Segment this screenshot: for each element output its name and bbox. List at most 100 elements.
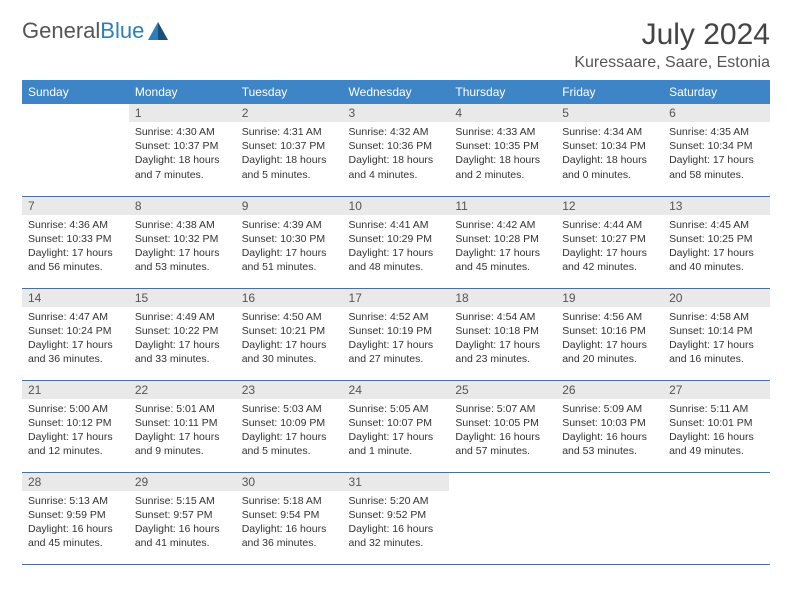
- sunrise-line: Sunrise: 5:13 AM: [28, 494, 123, 508]
- daylight-line: Daylight: 16 hours and 32 minutes.: [349, 522, 444, 550]
- sunrise-line: Sunrise: 4:49 AM: [135, 310, 230, 324]
- sunset-line: Sunset: 10:28 PM: [455, 232, 550, 246]
- day-body: Sunrise: 5:13 AMSunset: 9:59 PMDaylight:…: [22, 491, 129, 554]
- calendar-cell: 14Sunrise: 4:47 AMSunset: 10:24 PMDaylig…: [22, 288, 129, 380]
- daylight-line: Daylight: 17 hours and 40 minutes.: [669, 246, 764, 274]
- daylight-line: Daylight: 17 hours and 48 minutes.: [349, 246, 444, 274]
- sunrise-line: Sunrise: 4:30 AM: [135, 125, 230, 139]
- sunrise-line: Sunrise: 5:05 AM: [349, 402, 444, 416]
- day-number: 26: [556, 381, 663, 399]
- calendar-cell: 26Sunrise: 5:09 AMSunset: 10:03 PMDaylig…: [556, 380, 663, 472]
- calendar-cell: 28Sunrise: 5:13 AMSunset: 9:59 PMDayligh…: [22, 472, 129, 564]
- sunrise-line: Sunrise: 4:50 AM: [242, 310, 337, 324]
- sunrise-line: Sunrise: 4:58 AM: [669, 310, 764, 324]
- day-body: Sunrise: 4:41 AMSunset: 10:29 PMDaylight…: [343, 215, 450, 278]
- day-body: Sunrise: 4:34 AMSunset: 10:34 PMDaylight…: [556, 122, 663, 185]
- weekday-header: Sunday: [22, 80, 129, 104]
- calendar-head: SundayMondayTuesdayWednesdayThursdayFrid…: [22, 80, 770, 104]
- day-body: Sunrise: 4:32 AMSunset: 10:36 PMDaylight…: [343, 122, 450, 185]
- daylight-line: Daylight: 16 hours and 49 minutes.: [669, 430, 764, 458]
- day-number: 22: [129, 381, 236, 399]
- sunrise-line: Sunrise: 4:47 AM: [28, 310, 123, 324]
- daylight-line: Daylight: 17 hours and 16 minutes.: [669, 338, 764, 366]
- calendar-cell: 2Sunrise: 4:31 AMSunset: 10:37 PMDayligh…: [236, 104, 343, 196]
- daylight-line: Daylight: 17 hours and 53 minutes.: [135, 246, 230, 274]
- sunset-line: Sunset: 10:32 PM: [135, 232, 230, 246]
- daylight-line: Daylight: 17 hours and 56 minutes.: [28, 246, 123, 274]
- calendar-cell: 9Sunrise: 4:39 AMSunset: 10:30 PMDayligh…: [236, 196, 343, 288]
- day-number: 5: [556, 104, 663, 122]
- day-number: 23: [236, 381, 343, 399]
- sunset-line: Sunset: 10:12 PM: [28, 416, 123, 430]
- sunset-line: Sunset: 10:19 PM: [349, 324, 444, 338]
- day-number: 30: [236, 473, 343, 491]
- day-body: Sunrise: 4:36 AMSunset: 10:33 PMDaylight…: [22, 215, 129, 278]
- day-number: 15: [129, 289, 236, 307]
- weekday-header: Saturday: [663, 80, 770, 104]
- day-body: Sunrise: 5:18 AMSunset: 9:54 PMDaylight:…: [236, 491, 343, 554]
- logo: GeneralBlue: [22, 18, 168, 44]
- calendar-cell: 5Sunrise: 4:34 AMSunset: 10:34 PMDayligh…: [556, 104, 663, 196]
- daylight-line: Daylight: 18 hours and 4 minutes.: [349, 153, 444, 181]
- calendar-cell: 8Sunrise: 4:38 AMSunset: 10:32 PMDayligh…: [129, 196, 236, 288]
- calendar-row: 7Sunrise: 4:36 AMSunset: 10:33 PMDayligh…: [22, 196, 770, 288]
- sunset-line: Sunset: 10:07 PM: [349, 416, 444, 430]
- day-number: 18: [449, 289, 556, 307]
- daylight-line: Daylight: 17 hours and 45 minutes.: [455, 246, 550, 274]
- logo-part2: Blue: [100, 18, 144, 43]
- calendar-table: SundayMondayTuesdayWednesdayThursdayFrid…: [22, 80, 770, 565]
- triangle-icon: [148, 22, 168, 40]
- sunrise-line: Sunrise: 4:56 AM: [562, 310, 657, 324]
- logo-part1: General: [22, 18, 100, 43]
- calendar-cell: 13Sunrise: 4:45 AMSunset: 10:25 PMDaylig…: [663, 196, 770, 288]
- sunset-line: Sunset: 10:16 PM: [562, 324, 657, 338]
- sunset-line: Sunset: 10:35 PM: [455, 139, 550, 153]
- calendar-cell: [22, 104, 129, 196]
- calendar-cell: [449, 472, 556, 564]
- header: GeneralBlue July 2024 Kuressaare, Saare,…: [22, 18, 770, 72]
- daylight-line: Daylight: 17 hours and 5 minutes.: [242, 430, 337, 458]
- sunrise-line: Sunrise: 5:09 AM: [562, 402, 657, 416]
- sunrise-line: Sunrise: 4:45 AM: [669, 218, 764, 232]
- sunset-line: Sunset: 10:34 PM: [669, 139, 764, 153]
- weekday-header: Friday: [556, 80, 663, 104]
- weekday-header: Monday: [129, 80, 236, 104]
- day-number: 25: [449, 381, 556, 399]
- sunset-line: Sunset: 9:54 PM: [242, 508, 337, 522]
- calendar-cell: 3Sunrise: 4:32 AMSunset: 10:36 PMDayligh…: [343, 104, 450, 196]
- calendar-cell: [556, 472, 663, 564]
- daylight-line: Daylight: 18 hours and 0 minutes.: [562, 153, 657, 181]
- calendar-cell: 29Sunrise: 5:15 AMSunset: 9:57 PMDayligh…: [129, 472, 236, 564]
- title-block: July 2024 Kuressaare, Saare, Estonia: [574, 18, 770, 72]
- day-number: 17: [343, 289, 450, 307]
- sunrise-line: Sunrise: 4:34 AM: [562, 125, 657, 139]
- sunrise-line: Sunrise: 5:15 AM: [135, 494, 230, 508]
- day-body: Sunrise: 4:35 AMSunset: 10:34 PMDaylight…: [663, 122, 770, 185]
- day-body: Sunrise: 4:38 AMSunset: 10:32 PMDaylight…: [129, 215, 236, 278]
- day-body: Sunrise: 5:05 AMSunset: 10:07 PMDaylight…: [343, 399, 450, 462]
- daylight-line: Daylight: 16 hours and 41 minutes.: [135, 522, 230, 550]
- day-body: Sunrise: 4:58 AMSunset: 10:14 PMDaylight…: [663, 307, 770, 370]
- sunrise-line: Sunrise: 4:31 AM: [242, 125, 337, 139]
- sunset-line: Sunset: 10:34 PM: [562, 139, 657, 153]
- day-body: Sunrise: 5:01 AMSunset: 10:11 PMDaylight…: [129, 399, 236, 462]
- day-body: Sunrise: 4:50 AMSunset: 10:21 PMDaylight…: [236, 307, 343, 370]
- daylight-line: Daylight: 17 hours and 1 minute.: [349, 430, 444, 458]
- calendar-row: 1Sunrise: 4:30 AMSunset: 10:37 PMDayligh…: [22, 104, 770, 196]
- sunrise-line: Sunrise: 5:11 AM: [669, 402, 764, 416]
- day-body: Sunrise: 4:45 AMSunset: 10:25 PMDaylight…: [663, 215, 770, 278]
- calendar-cell: 7Sunrise: 4:36 AMSunset: 10:33 PMDayligh…: [22, 196, 129, 288]
- day-body: Sunrise: 4:42 AMSunset: 10:28 PMDaylight…: [449, 215, 556, 278]
- day-number: 11: [449, 197, 556, 215]
- sunrise-line: Sunrise: 4:52 AM: [349, 310, 444, 324]
- day-number: 3: [343, 104, 450, 122]
- sunset-line: Sunset: 10:36 PM: [349, 139, 444, 153]
- sunrise-line: Sunrise: 5:01 AM: [135, 402, 230, 416]
- calendar-cell: 17Sunrise: 4:52 AMSunset: 10:19 PMDaylig…: [343, 288, 450, 380]
- sunset-line: Sunset: 9:52 PM: [349, 508, 444, 522]
- sunset-line: Sunset: 10:11 PM: [135, 416, 230, 430]
- sunset-line: Sunset: 10:01 PM: [669, 416, 764, 430]
- sunrise-line: Sunrise: 4:33 AM: [455, 125, 550, 139]
- day-body: Sunrise: 4:33 AMSunset: 10:35 PMDaylight…: [449, 122, 556, 185]
- daylight-line: Daylight: 17 hours and 33 minutes.: [135, 338, 230, 366]
